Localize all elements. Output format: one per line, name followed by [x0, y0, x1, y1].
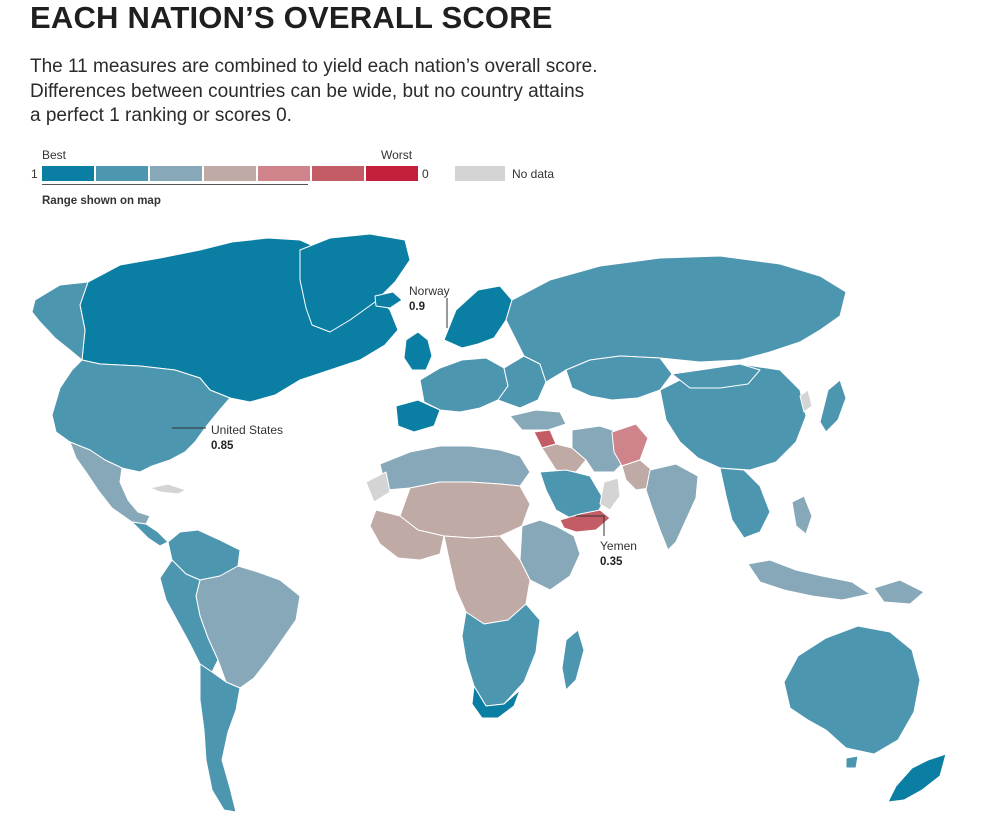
country-cuba [149, 483, 187, 495]
callout-usa-value: 0.85 [211, 440, 234, 452]
country-alaska [31, 281, 89, 361]
country-central-america [131, 521, 169, 547]
legend-no-data-swatch [455, 166, 505, 181]
country-mexico [69, 441, 151, 525]
callout-yemen-name: Yemen [600, 539, 637, 553]
subtitle-line: Differences between countries can be wid… [30, 80, 585, 102]
legend-worst-label: Worst [381, 148, 413, 162]
country-south-africa [471, 685, 521, 719]
country-india [645, 463, 699, 551]
legend-swatch-6 [312, 166, 364, 181]
chart-subtitle: The 11 measures are combined to yield ea… [30, 55, 670, 129]
legend-range-bracket [42, 184, 308, 185]
callout-yemen-value: 0.35 [600, 556, 623, 568]
country-southeast-asia [719, 467, 771, 539]
legend-best-label: Best [42, 148, 67, 162]
callout-usa-name: United States [211, 423, 284, 437]
country-turkey [509, 409, 567, 431]
country-argentina-chile [199, 663, 241, 813]
country-philippines [791, 495, 813, 535]
country-uk [403, 331, 433, 371]
country-madagascar [561, 629, 585, 691]
world-map [0, 220, 995, 835]
legend-swatch-4 [204, 166, 256, 181]
callout-norway-name: Norway [409, 284, 450, 298]
country-russia [505, 255, 847, 383]
country-western-europe [419, 357, 509, 413]
country-mongolia [671, 363, 761, 389]
callout-norway-value: 0.9 [409, 301, 425, 313]
legend-range-label: Range shown on map [42, 195, 161, 207]
country-sahel [399, 481, 531, 539]
world-map-svg [31, 233, 947, 813]
country-north-korea [799, 389, 813, 413]
callout-line-yemen [576, 515, 605, 536]
legend-min-label: 1 [31, 167, 38, 181]
legend-no-data-label: No data [512, 167, 555, 181]
country-peru-bolivia [159, 559, 219, 673]
country-tasmania [845, 755, 859, 769]
country-china [659, 363, 807, 471]
country-west-africa [369, 509, 445, 561]
country-iceland [374, 291, 403, 309]
subtitle-line: The 11 measures are combined to yield ea… [30, 56, 598, 77]
country-greenland [299, 233, 411, 333]
chart-title: EACH NATION’S OVERALL SCORE [30, 0, 553, 35]
country-papua [873, 579, 925, 605]
country-indonesia [747, 559, 871, 601]
legend-max-label: 0 [422, 167, 429, 181]
legend-swatch-7 [366, 166, 418, 181]
legend-swatch-2 [96, 166, 148, 181]
country-southern-africa [461, 603, 541, 707]
country-new-zealand [887, 753, 947, 803]
country-norway [443, 285, 513, 349]
legend-swatch-1 [42, 166, 94, 181]
country-australia [783, 625, 921, 755]
country-japan [819, 379, 847, 433]
legend-swatch-3 [150, 166, 202, 181]
country-central-africa [443, 535, 531, 625]
country-spain [395, 399, 441, 433]
country-usa [51, 359, 231, 473]
subtitle-line: a perfect 1 ranking or scores 0. [30, 105, 292, 126]
country-western-sahara [365, 471, 391, 503]
country-oman [599, 477, 621, 511]
legend-swatch-5 [258, 166, 310, 181]
